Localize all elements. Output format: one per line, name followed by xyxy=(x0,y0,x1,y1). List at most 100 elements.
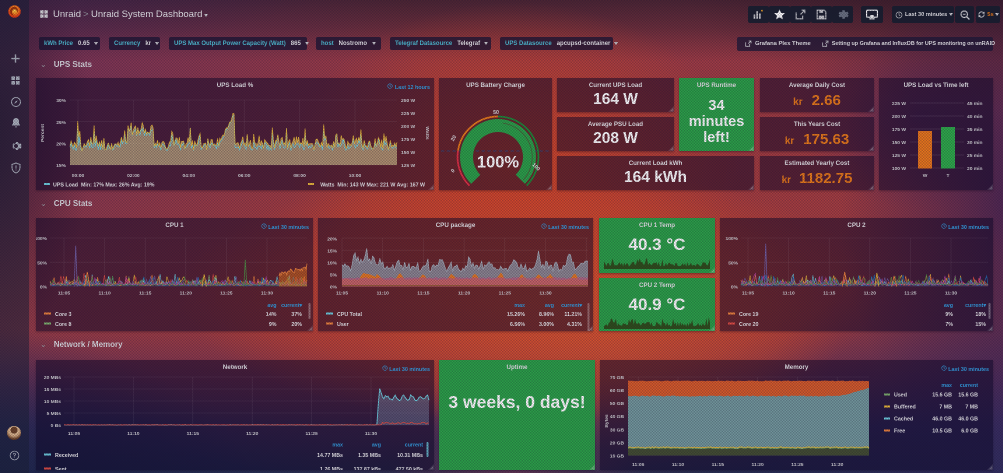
svg-text:current: current xyxy=(960,383,978,389)
svg-text:04:00: 04:00 xyxy=(183,173,196,179)
svg-text:70 GB: 70 GB xyxy=(610,375,625,381)
svg-text:40 GB: 40 GB xyxy=(610,414,625,420)
svg-text:20%: 20% xyxy=(327,236,337,242)
svg-text:100%: 100% xyxy=(477,154,520,172)
svg-text:UPS Load Min: 17% Max: 26% Av: UPS Load Min: 17% Max: 26% Avg: 19% xyxy=(53,183,155,189)
svg-text:37%: 37% xyxy=(291,312,302,318)
svg-text:10:00: 10:00 xyxy=(349,173,362,179)
svg-text:100%: 100% xyxy=(725,236,738,242)
svg-text:9%: 9% xyxy=(945,312,953,318)
svg-text:137.87 kBs: 137.87 kBs xyxy=(354,467,381,470)
svg-text:Core 20: Core 20 xyxy=(739,322,758,328)
svg-text:00:00: 00:00 xyxy=(72,173,85,179)
svg-text:10%: 10% xyxy=(327,261,337,267)
svg-text:Free: Free xyxy=(894,429,905,435)
svg-text:Used: Used xyxy=(894,393,907,399)
svg-text:11:15: 11:15 xyxy=(712,462,725,468)
svg-text:11:05: 11:05 xyxy=(336,291,349,297)
svg-text:4.31%: 4.31% xyxy=(567,322,582,328)
svg-text:Buffered: Buffered xyxy=(894,405,916,411)
svg-text:Watts: Watts xyxy=(424,126,430,139)
svg-text:20: 20 xyxy=(450,134,458,142)
svg-text:60 GB: 60 GB xyxy=(610,388,625,394)
svg-text:11:30: 11:30 xyxy=(945,291,958,297)
svg-text:15%: 15% xyxy=(327,248,337,254)
svg-text:0: 0 xyxy=(450,168,456,174)
svg-text:11:05: 11:05 xyxy=(68,431,81,437)
svg-text:Percent: Percent xyxy=(40,124,46,142)
svg-text:5 MBs: 5 MBs xyxy=(47,411,62,417)
svg-text:225 W: 225 W xyxy=(892,101,907,107)
svg-text:11:30: 11:30 xyxy=(365,431,378,437)
svg-text:250 W: 250 W xyxy=(401,98,416,104)
svg-text:40 min: 40 min xyxy=(967,114,983,120)
svg-text:15%: 15% xyxy=(56,163,66,169)
svg-text:46.0 GB: 46.0 GB xyxy=(932,417,952,423)
svg-text:06:00: 06:00 xyxy=(238,173,251,179)
svg-text:50: 50 xyxy=(493,110,499,116)
svg-text:30 GB: 30 GB xyxy=(610,427,625,433)
svg-text:current▾: current▾ xyxy=(965,303,986,309)
svg-text:45 min: 45 min xyxy=(967,101,983,107)
svg-text:11:25: 11:25 xyxy=(305,431,318,437)
svg-text:User: User xyxy=(337,322,349,328)
svg-text:7 MB: 7 MB xyxy=(939,405,952,411)
svg-text:100: 100 xyxy=(530,162,540,172)
svg-text:0%: 0% xyxy=(731,285,739,291)
svg-text:11:05: 11:05 xyxy=(742,291,755,297)
svg-text:11:20: 11:20 xyxy=(751,462,764,468)
svg-text:T: T xyxy=(947,173,950,179)
svg-text:11:10: 11:10 xyxy=(672,462,685,468)
svg-text:20 min: 20 min xyxy=(967,166,983,172)
svg-text:0 Bs: 0 Bs xyxy=(51,423,62,429)
svg-text:15%: 15% xyxy=(975,322,986,328)
svg-text:11:05: 11:05 xyxy=(58,291,71,297)
svg-text:100%: 100% xyxy=(36,236,48,242)
svg-text:11:15: 11:15 xyxy=(187,431,200,437)
svg-text:150 W: 150 W xyxy=(892,140,907,146)
svg-text:15 MBs: 15 MBs xyxy=(44,387,61,393)
svg-text:11:05: 11:05 xyxy=(632,462,645,468)
svg-text:15.6 GB: 15.6 GB xyxy=(958,393,978,399)
svg-text:11:15: 11:15 xyxy=(417,291,430,297)
svg-text:35 min: 35 min xyxy=(967,127,983,133)
svg-text:50 GB: 50 GB xyxy=(610,401,625,407)
svg-text:11.21%: 11.21% xyxy=(564,312,582,318)
svg-text:46.0 GB: 46.0 GB xyxy=(958,417,978,423)
svg-text:7 MB: 7 MB xyxy=(965,405,978,411)
svg-text:3.00%: 3.00% xyxy=(539,322,554,328)
svg-text:avg: avg xyxy=(545,303,554,309)
svg-text:current▾: current▾ xyxy=(281,303,302,309)
svg-text:50%: 50% xyxy=(37,261,47,267)
svg-text:20%: 20% xyxy=(291,322,302,328)
svg-text:30 min: 30 min xyxy=(967,140,983,146)
svg-text:125 W: 125 W xyxy=(892,153,907,159)
svg-text:20 MBs: 20 MBs xyxy=(44,375,61,381)
svg-text:200 W: 200 W xyxy=(401,124,416,130)
svg-text:avg: avg xyxy=(944,303,953,309)
svg-text:11:25: 11:25 xyxy=(791,462,804,468)
svg-text:11:25: 11:25 xyxy=(499,291,512,297)
svg-text:9%: 9% xyxy=(269,322,277,328)
svg-text:11:10: 11:10 xyxy=(127,431,140,437)
svg-text:11:20: 11:20 xyxy=(458,291,471,297)
svg-text:current▾: current▾ xyxy=(561,303,582,309)
svg-text:30%: 30% xyxy=(56,98,66,104)
svg-text:Sent: Sent xyxy=(55,467,67,470)
svg-text:11:30: 11:30 xyxy=(261,291,274,297)
svg-text:current: current xyxy=(405,443,423,449)
svg-text:7%: 7% xyxy=(945,322,953,328)
svg-text:11:20: 11:20 xyxy=(180,291,193,297)
svg-text:14.77 MBs: 14.77 MBs xyxy=(317,453,343,459)
svg-text:15.26%: 15.26% xyxy=(507,312,525,318)
svg-text:25%: 25% xyxy=(56,120,66,126)
svg-text:175 W: 175 W xyxy=(401,137,416,143)
svg-text:0%: 0% xyxy=(330,285,338,291)
svg-text:?: ? xyxy=(12,454,16,460)
svg-text:W: W xyxy=(923,173,928,179)
svg-text:avg: avg xyxy=(267,303,276,309)
svg-text:08:00: 08:00 xyxy=(293,173,306,179)
svg-text:20%: 20% xyxy=(56,142,66,148)
svg-text:1.35 MBs: 1.35 MBs xyxy=(358,453,381,459)
svg-text:Bytes: Bytes xyxy=(604,414,610,428)
